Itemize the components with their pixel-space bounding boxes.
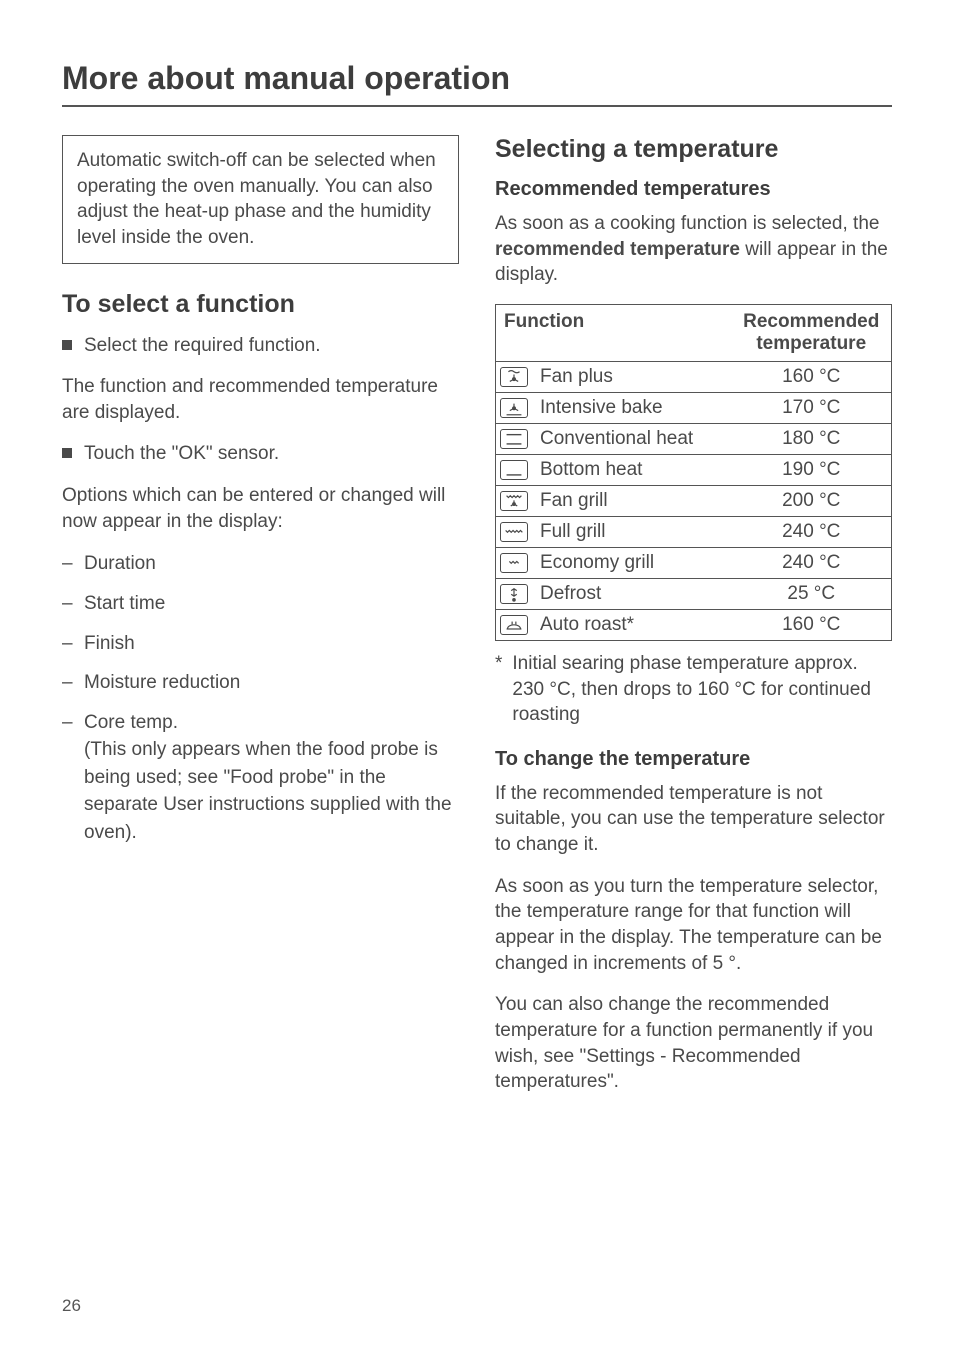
recommended-intro: As soon as a cooking function is selecte… [495, 211, 892, 288]
selecting-temperature-heading: Selecting a temperature [495, 135, 892, 164]
function-name: Full grill [532, 516, 732, 547]
functions-table: Function Recommended temperature Fan plu… [495, 304, 892, 641]
function-icon-cell [496, 392, 533, 423]
economy-grill-icon [500, 553, 528, 573]
rec-intro-pre: As soon as a cooking function is selecte… [495, 213, 879, 234]
footnote-text: Initial searing phase temperature approx… [512, 651, 892, 728]
function-icon-cell [496, 423, 533, 454]
function-icon-cell [496, 578, 533, 609]
function-temp: 180 °C [732, 423, 892, 454]
table-row: Defrost25 °C [496, 578, 892, 609]
select-function-step-list: Select the required function. [62, 333, 459, 359]
option-moisture: Moisture reduction [62, 669, 459, 697]
left-column: Automatic switch-off can be selected whe… [62, 135, 459, 1111]
auto-roast-icon [500, 615, 528, 635]
options-list: Duration Start time Finish Moisture redu… [62, 550, 459, 846]
para-function-displayed: The function and recommended temperature… [62, 374, 459, 425]
right-column: Selecting a temperature Recommended temp… [495, 135, 892, 1111]
rec-intro-bold: recommended temperature [495, 239, 740, 260]
change-temperature-heading: To change the temperature [495, 748, 892, 771]
function-name: Economy grill [532, 547, 732, 578]
page-number: 26 [62, 1296, 81, 1316]
option-duration: Duration [62, 550, 459, 578]
function-icon-cell [496, 547, 533, 578]
bottom-heat-icon [500, 460, 528, 480]
function-temp: 160 °C [732, 609, 892, 640]
table-row: Economy grill240 °C [496, 547, 892, 578]
table-row: Fan plus160 °C [496, 361, 892, 392]
table-row: Auto roast*160 °C [496, 609, 892, 640]
table-row: Conventional heat180 °C [496, 423, 892, 454]
function-temp: 240 °C [732, 516, 892, 547]
function-icon-cell [496, 516, 533, 547]
function-temp: 200 °C [732, 485, 892, 516]
function-temp: 190 °C [732, 454, 892, 485]
page-title: More about manual operation [62, 60, 892, 97]
table-row: Full grill240 °C [496, 516, 892, 547]
para-options-intro: Options which can be entered or changed … [62, 483, 459, 534]
full-grill-icon [500, 522, 528, 542]
function-temp: 160 °C [732, 361, 892, 392]
function-icon-cell [496, 485, 533, 516]
function-name: Intensive bake [532, 392, 732, 423]
page: More about manual operation Automatic sw… [0, 0, 954, 1352]
function-name: Fan grill [532, 485, 732, 516]
function-icon-cell [496, 361, 533, 392]
footnote-star: * [495, 651, 502, 728]
option-start-time: Start time [62, 590, 459, 618]
change-temp-p3: You can also change the recommended temp… [495, 992, 892, 1095]
function-icon-cell [496, 609, 533, 640]
recommended-temperatures-heading: Recommended temperatures [495, 178, 892, 201]
table-row: Fan grill200 °C [496, 485, 892, 516]
table-row: Intensive bake170 °C [496, 392, 892, 423]
change-temp-p2: As soon as you turn the temperature sele… [495, 874, 892, 977]
step-touch-ok: Touch the "OK" sensor. [62, 441, 459, 467]
function-temp: 170 °C [732, 392, 892, 423]
function-name: Conventional heat [532, 423, 732, 454]
col-recommended-temp: Recommended temperature [732, 304, 892, 361]
fan-plus-icon [500, 367, 528, 387]
footnote: * Initial searing phase temperature appr… [495, 651, 892, 728]
defrost-icon [500, 584, 528, 604]
select-function-heading: To select a function [62, 290, 459, 319]
info-box: Automatic switch-off can be selected whe… [62, 135, 459, 264]
touch-ok-step-list: Touch the "OK" sensor. [62, 441, 459, 467]
function-name: Bottom heat [532, 454, 732, 485]
title-rule [62, 105, 892, 107]
function-temp: 240 °C [732, 547, 892, 578]
table-row: Bottom heat190 °C [496, 454, 892, 485]
function-temp: 25 °C [732, 578, 892, 609]
intensive-bake-icon [500, 398, 528, 418]
function-name: Defrost [532, 578, 732, 609]
change-temp-p1: If the recommended temperature is not su… [495, 781, 892, 858]
function-name: Auto roast* [532, 609, 732, 640]
option-finish: Finish [62, 630, 459, 658]
fan-grill-icon [500, 491, 528, 511]
function-icon-cell [496, 454, 533, 485]
option-core-temp: Core temp. (This only appears when the f… [62, 709, 459, 847]
step-select-function: Select the required function. [62, 333, 459, 359]
function-name: Fan plus [532, 361, 732, 392]
columns: Automatic switch-off can be selected whe… [62, 135, 892, 1111]
conventional-icon [500, 429, 528, 449]
col-function: Function [496, 304, 732, 361]
